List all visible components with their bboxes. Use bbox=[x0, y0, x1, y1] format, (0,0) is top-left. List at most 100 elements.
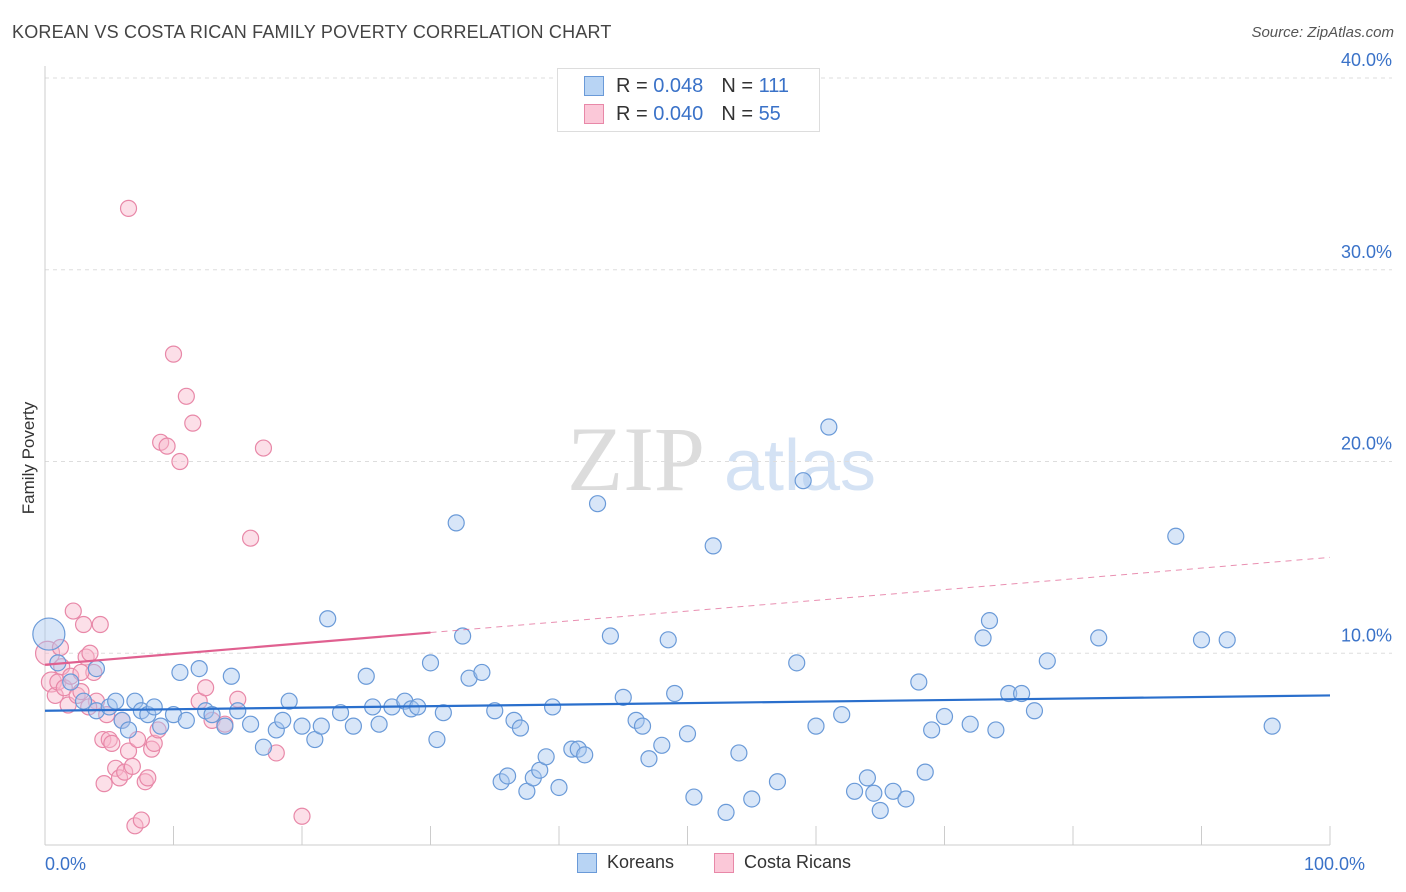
costa-rican-point bbox=[145, 734, 163, 752]
costa-rican-point bbox=[139, 769, 157, 787]
y-tick-label: 10.0% bbox=[1341, 625, 1392, 645]
korean-point bbox=[678, 725, 697, 743]
y-tick-label: 20.0% bbox=[1341, 434, 1392, 454]
korean-point bbox=[62, 673, 80, 691]
korean-point bbox=[319, 610, 337, 628]
y-tick-label: 30.0% bbox=[1341, 242, 1392, 262]
korean-point bbox=[659, 631, 677, 649]
costa-rican-point bbox=[95, 775, 113, 793]
korean-point bbox=[434, 704, 452, 722]
korean-point bbox=[402, 700, 420, 718]
korean-point bbox=[222, 667, 240, 685]
korean-point bbox=[113, 711, 131, 729]
korean-point bbox=[1038, 652, 1056, 670]
korean-point bbox=[454, 627, 472, 645]
korean-point bbox=[107, 692, 125, 710]
korean-point bbox=[370, 715, 388, 733]
korean-point bbox=[267, 721, 285, 739]
korean-point bbox=[229, 702, 247, 720]
korean-point bbox=[280, 692, 298, 710]
korean-point bbox=[550, 778, 568, 797]
korean-point bbox=[293, 717, 311, 735]
korean-swatch bbox=[577, 852, 597, 873]
costa-rican-point bbox=[119, 199, 138, 217]
korean-point bbox=[1167, 527, 1185, 545]
costa-rican-point bbox=[107, 759, 125, 777]
korean-point bbox=[704, 537, 722, 555]
korean-point bbox=[74, 692, 93, 710]
korean-point bbox=[428, 730, 446, 749]
korean-point bbox=[916, 763, 934, 781]
costa-rican-point bbox=[91, 615, 109, 634]
korean-point bbox=[910, 673, 928, 691]
r-label: R = bbox=[616, 102, 648, 125]
correlation-legend: R = 0.048 N = 111 R = 0.040 N = 55 bbox=[557, 68, 820, 132]
korean-point bbox=[1012, 684, 1031, 703]
korean-point bbox=[788, 654, 806, 672]
costa-swatch bbox=[584, 104, 604, 124]
costa-rican-point bbox=[197, 679, 215, 697]
korean-point bbox=[331, 704, 350, 722]
r-value: 0.048 bbox=[653, 74, 704, 97]
legend-row-costa-ricans: R = 0.040 N = 55 bbox=[584, 101, 781, 127]
n-label: N = bbox=[721, 74, 753, 97]
costa-rican-point bbox=[242, 529, 260, 547]
korean-point bbox=[980, 612, 999, 630]
koreans-points bbox=[32, 418, 1281, 822]
korean-point bbox=[961, 715, 979, 733]
korean-point bbox=[685, 788, 703, 806]
grid bbox=[45, 77, 1392, 654]
korean-point bbox=[145, 698, 163, 716]
costa-rican-point bbox=[184, 414, 202, 432]
korean-point bbox=[312, 717, 330, 735]
y-axis-label: Family Poverty bbox=[19, 401, 38, 514]
korean-point bbox=[152, 717, 170, 735]
costa-rican-trend-extension bbox=[430, 556, 1331, 634]
costa-rican-point bbox=[254, 439, 273, 457]
korean-point bbox=[1192, 631, 1211, 649]
costa-rican-point bbox=[123, 757, 141, 775]
y-tick-labels: 10.0% 20.0% 30.0% 40.0% bbox=[1341, 50, 1392, 645]
korean-point bbox=[794, 472, 812, 490]
korean-point bbox=[569, 740, 587, 758]
korean-point bbox=[177, 711, 195, 729]
korean-point bbox=[357, 667, 375, 685]
korean-point bbox=[858, 769, 877, 787]
korean-point bbox=[871, 801, 889, 820]
korean-point bbox=[820, 418, 838, 436]
x-tick-label: 0.0% bbox=[45, 854, 86, 874]
legend-costa-ricans-label: Costa Ricans bbox=[744, 852, 852, 872]
korean-point bbox=[730, 744, 748, 762]
korean-point bbox=[537, 748, 555, 766]
x-tick-label: 100.0% bbox=[1304, 854, 1365, 874]
korean-point bbox=[190, 659, 208, 678]
korean-point bbox=[666, 684, 684, 703]
korean-point bbox=[743, 790, 761, 808]
korean-point bbox=[865, 784, 883, 802]
chart-title: KOREAN VS COSTA RICAN FAMILY POVERTY COR… bbox=[12, 22, 612, 42]
legend-koreans-label: Koreans bbox=[607, 852, 675, 872]
costa-rican-point bbox=[293, 807, 311, 825]
source-label: Source: ZipAtlas.com bbox=[1251, 24, 1394, 41]
korean-point bbox=[447, 514, 465, 532]
costa-ricans-points bbox=[34, 199, 311, 835]
korean-point bbox=[473, 663, 491, 682]
watermark: ZIP atlas bbox=[567, 408, 876, 510]
korean-point bbox=[935, 707, 954, 726]
costa-rican-point bbox=[62, 667, 80, 685]
trend-lines bbox=[44, 556, 1331, 712]
n-value: 55 bbox=[758, 102, 781, 125]
korean-point bbox=[576, 746, 594, 764]
korean-point bbox=[897, 790, 915, 808]
korean-point bbox=[119, 721, 138, 739]
korean-point bbox=[87, 659, 106, 678]
n-label: N = bbox=[721, 102, 753, 125]
korean-point bbox=[614, 688, 632, 706]
korean-point bbox=[543, 698, 562, 716]
costa-rican-point bbox=[103, 734, 121, 752]
korean-swatch bbox=[584, 76, 604, 96]
korean-point bbox=[717, 803, 735, 822]
korean-point bbox=[203, 706, 221, 724]
korean-point bbox=[254, 738, 273, 756]
